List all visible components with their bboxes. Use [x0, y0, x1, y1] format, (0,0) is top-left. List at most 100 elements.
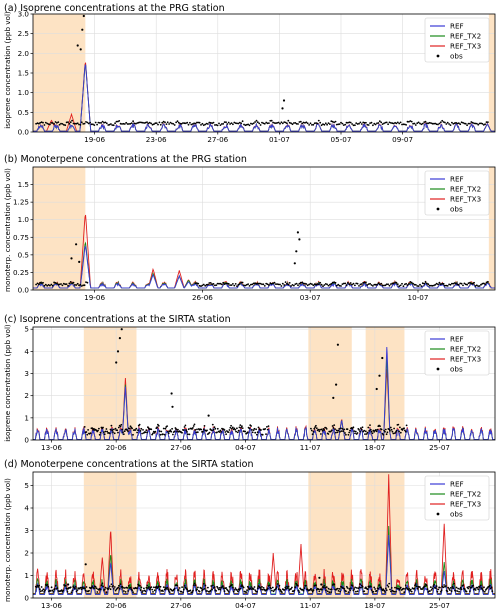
- obs-point: [291, 284, 294, 286]
- obs-point: [338, 123, 341, 125]
- obs-point: [247, 283, 250, 285]
- obs-point: [223, 121, 226, 123]
- obs-point: [309, 282, 312, 285]
- obs-point: [323, 429, 326, 431]
- obs-point: [312, 123, 315, 126]
- obs-point: [127, 590, 129, 592]
- obs-point: [337, 590, 340, 592]
- obs-point: [211, 423, 214, 426]
- obs-point: [256, 121, 259, 124]
- obs-point: [399, 121, 402, 124]
- obs-point: [313, 427, 316, 430]
- obs-point: [325, 428, 328, 430]
- obs-point: [142, 590, 144, 592]
- obs-point: [172, 123, 175, 125]
- obs-point: [388, 428, 390, 431]
- obs-point: [229, 123, 232, 125]
- obs-point: [239, 424, 242, 426]
- obs-point: [370, 589, 373, 591]
- obs-point: [287, 283, 290, 286]
- series-ref-tx3-line: [33, 214, 495, 289]
- obs-point: [47, 585, 50, 588]
- y-tick-label-1: 0.5: [18, 108, 29, 117]
- obs-point: [439, 590, 442, 593]
- obs-point: [50, 122, 53, 124]
- obs-point: [401, 282, 403, 285]
- obs-point: [342, 282, 345, 285]
- obs-point: [355, 282, 358, 285]
- obs-point: [98, 122, 101, 124]
- obs-point: [325, 589, 327, 592]
- obs-point: [345, 433, 347, 436]
- obs-point: [155, 585, 158, 588]
- obs-point: [243, 123, 245, 126]
- obs-point: [204, 284, 207, 287]
- obs-point: [71, 282, 73, 285]
- obs-point: [408, 588, 411, 590]
- obs-point: [51, 589, 54, 592]
- obs-point: [180, 590, 183, 593]
- obs-point: [445, 123, 448, 125]
- obs-point: [120, 423, 123, 426]
- obs-point: [395, 122, 398, 125]
- obs-point: [385, 589, 388, 591]
- obs-point: [126, 123, 129, 125]
- obs-point: [347, 591, 350, 593]
- obs-point: [302, 282, 305, 285]
- obs-point: [206, 590, 209, 592]
- obs-point: [49, 123, 51, 126]
- obs-point: [466, 283, 468, 286]
- obs-peak-point-6: [293, 262, 296, 265]
- obs-point: [216, 427, 219, 430]
- obs-point: [478, 285, 481, 287]
- obs-point: [104, 430, 107, 433]
- obs-point: [166, 586, 169, 589]
- panel-c-ylabel: isoprene concentration (ppb vol): [3, 324, 12, 442]
- obs-point: [148, 588, 151, 591]
- obs-point: [341, 283, 344, 285]
- obs-point: [390, 122, 392, 124]
- obs-point: [212, 584, 214, 587]
- obs-point: [315, 584, 317, 587]
- obs-point: [236, 589, 238, 591]
- x-tick-label-1: 20-06: [106, 601, 127, 610]
- obs-point: [212, 428, 215, 431]
- obs-point: [399, 284, 402, 287]
- obs-point: [57, 121, 60, 123]
- obs-point: [362, 281, 365, 284]
- legend-label-obs: obs: [450, 205, 463, 214]
- obs-point: [132, 120, 135, 123]
- obs-point: [470, 586, 473, 589]
- obs-point: [154, 122, 157, 125]
- obs-point: [160, 430, 163, 433]
- obs-point: [323, 284, 326, 286]
- obs-point: [225, 587, 228, 589]
- obs-point: [351, 283, 353, 286]
- obs-point: [474, 589, 477, 591]
- obs-point: [95, 587, 98, 590]
- obs-point: [359, 283, 362, 286]
- x-tick-label-1: 20-06: [106, 443, 127, 452]
- obs-point: [56, 282, 58, 285]
- obs-point: [196, 588, 199, 591]
- obs-point: [61, 284, 64, 287]
- obs-point: [412, 282, 414, 285]
- obs-point: [311, 283, 313, 285]
- obs-point: [488, 584, 491, 587]
- obs-point: [265, 433, 267, 435]
- obs-point: [449, 587, 452, 589]
- obs-point: [80, 121, 83, 124]
- obs-point: [188, 433, 191, 436]
- obs-point: [415, 585, 418, 588]
- obs-point: [462, 121, 464, 124]
- obs-point: [58, 283, 61, 286]
- obs-point: [305, 584, 307, 587]
- obs-point: [85, 281, 87, 283]
- obs-point: [100, 584, 103, 587]
- obs-point: [248, 427, 251, 430]
- obs-point: [419, 586, 421, 588]
- obs-point: [480, 283, 482, 286]
- obs-point: [217, 588, 220, 591]
- obs-point: [85, 121, 87, 123]
- obs-point: [298, 591, 301, 593]
